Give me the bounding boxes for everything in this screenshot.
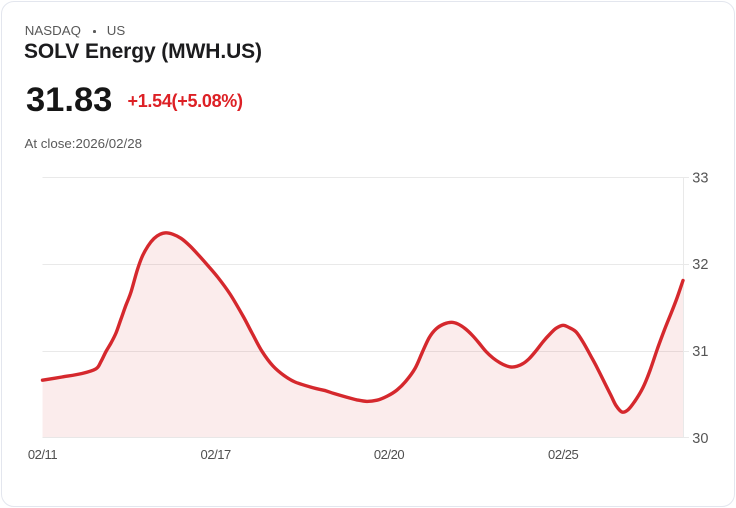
svg-text:02/11: 02/11 <box>28 447 58 462</box>
svg-text:31: 31 <box>692 344 708 360</box>
svg-text:33: 33 <box>692 171 708 187</box>
svg-text:02/20: 02/20 <box>374 447 405 462</box>
svg-text:02/17: 02/17 <box>201 447 232 462</box>
svg-text:30: 30 <box>692 431 708 447</box>
svg-text:02/25: 02/25 <box>548 447 579 462</box>
svg-text:32: 32 <box>692 257 708 273</box>
